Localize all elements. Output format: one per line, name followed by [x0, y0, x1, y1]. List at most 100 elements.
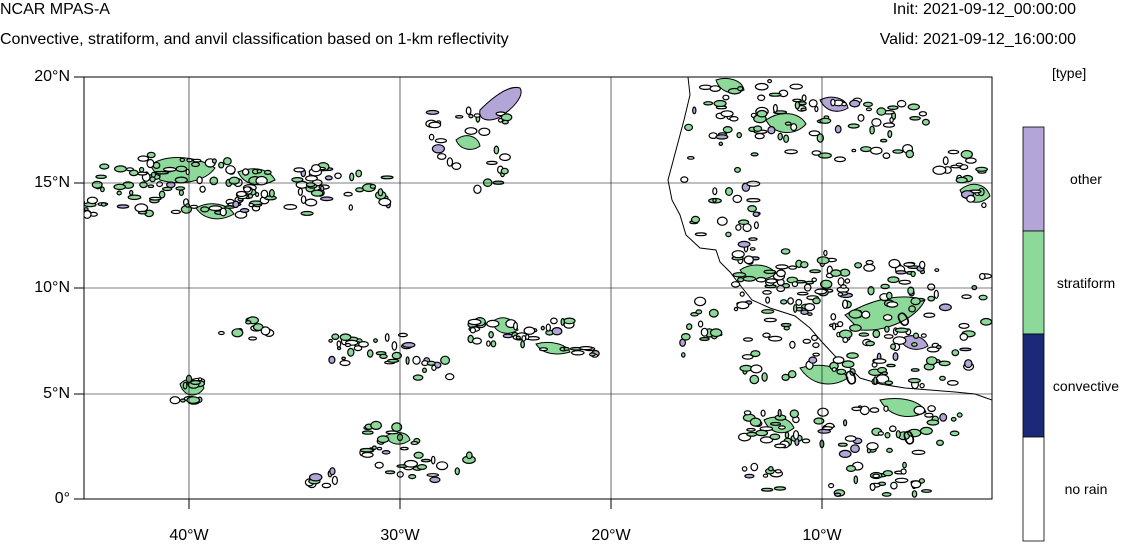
precip-cell: [808, 356, 818, 364]
precip-cell: [898, 279, 912, 285]
legend-swatch-convective: [1022, 333, 1045, 438]
precip-cell: [800, 309, 809, 316]
precip-cell: [563, 346, 570, 351]
precip-cell: [128, 189, 134, 196]
precip-cell: [813, 417, 825, 425]
precip-cell: [773, 486, 787, 491]
precip-cell: [699, 337, 710, 342]
precip-cell: [873, 376, 878, 386]
precip-cell: [331, 475, 338, 486]
precip-cell: [746, 197, 761, 203]
precip-cell: [359, 447, 374, 453]
precip-cell: [910, 297, 921, 306]
precip-cell: [440, 355, 451, 365]
precip-cell: [321, 482, 332, 489]
precip-cell: [956, 412, 963, 418]
precip-cell: [939, 375, 946, 381]
precip-cell: [729, 116, 739, 122]
precip-cell: [469, 327, 476, 334]
precip-cell: [379, 353, 388, 359]
precip-cell: [842, 299, 849, 309]
precip-cell: [488, 331, 494, 339]
contour-label: 0: [842, 366, 860, 390]
precip-cell: [328, 355, 336, 364]
precip-cell: [921, 118, 930, 126]
precip-cell: [741, 354, 754, 360]
valid-time: Valid: 2021-09-12_16:00:00: [879, 31, 1076, 48]
precip-cell: [724, 187, 733, 197]
init-time: Init: 2021-09-12_00:00:00: [892, 1, 1076, 18]
precip-cell: [865, 107, 873, 112]
precip-cell: [263, 169, 272, 175]
precip-cell: [869, 407, 880, 413]
precip-cell: [693, 296, 707, 307]
precip-cell: [886, 447, 893, 453]
precip-cell: [716, 216, 728, 226]
precip-cell: [966, 194, 976, 203]
precip-cell: [413, 451, 424, 459]
precip-cell: [138, 166, 145, 173]
precip-cell: [743, 255, 755, 265]
precip-cell: [742, 275, 757, 282]
precip-cell: [752, 211, 760, 218]
precip-cell: [772, 103, 778, 113]
precip-cell: [760, 409, 766, 417]
precip-cell: [808, 130, 821, 137]
precip-cell: [500, 167, 509, 175]
precip-cell: [887, 276, 900, 284]
precip-cell: [715, 134, 729, 140]
precip-cell: [964, 359, 973, 369]
precip-cell: [865, 340, 875, 347]
legend-label-convective: convective: [1052, 378, 1120, 394]
precip-cell: [761, 372, 768, 382]
precip-cell: [113, 165, 127, 173]
precip-cell: [768, 335, 783, 342]
precip-cell: [849, 324, 862, 332]
precip-cell: [837, 442, 848, 447]
precip-cell: [981, 202, 987, 209]
precip-cell: [736, 277, 745, 283]
precip-cell: [722, 126, 733, 134]
precip-cell: [949, 430, 960, 437]
precip-cell: [371, 445, 377, 451]
precip-cell: [320, 185, 325, 192]
precip-cell: [499, 153, 511, 162]
precip-cell: [218, 161, 225, 169]
legend-swatch-stratiform: [1022, 230, 1045, 335]
precip-cell: [777, 132, 784, 141]
precip-cell: [366, 349, 374, 358]
precip-cell: [900, 468, 907, 475]
precip-cell: [686, 323, 693, 331]
precip-cell: [161, 186, 173, 192]
precip-cell: [747, 205, 757, 213]
precip-cell: [501, 119, 509, 125]
precip-cell: [308, 473, 323, 482]
precip-cell: [538, 347, 548, 352]
legend-label-no-rain: no rain: [1064, 481, 1108, 497]
precip-cell: [959, 332, 969, 341]
precip-cell: [222, 157, 232, 166]
precip-cell: [236, 190, 247, 198]
precip-cell: [697, 320, 704, 328]
precip-cell: [748, 237, 758, 241]
precip-cell: [866, 442, 879, 451]
precip-cell: [885, 291, 893, 300]
precip-cell: [768, 92, 782, 97]
precip-cell: [146, 158, 155, 169]
precip-cell: [404, 459, 419, 468]
lon-label: 10°W: [802, 527, 842, 544]
precip-cell: [199, 185, 206, 193]
precip-cell: [169, 396, 181, 405]
precip-cell: [859, 405, 870, 416]
precip-cell: [712, 187, 718, 196]
precip-cell: [336, 340, 342, 348]
precip-cell: [789, 409, 800, 419]
precip-cell: [733, 166, 741, 173]
precip-cell: [410, 441, 419, 446]
precip-cell: [137, 171, 148, 176]
precip-cell: [890, 481, 898, 490]
precip-cell: [833, 156, 846, 163]
legend-label-other: other: [1070, 171, 1102, 187]
precip-cell: [334, 172, 342, 180]
precip-cell: [755, 429, 769, 437]
